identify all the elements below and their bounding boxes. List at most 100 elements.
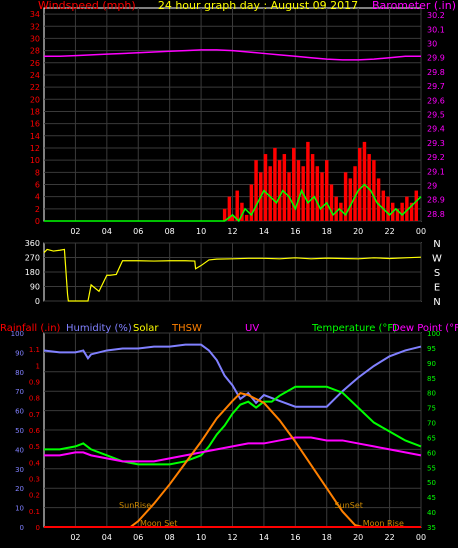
windspeed-bar (381, 190, 386, 221)
panel1-right-tick-labels: 28.8 28.9 29 29.1 29.2 29.3 29.4 29.5 29.6 29.7 29… (427, 11, 445, 219)
windspeed-bar (292, 147, 296, 221)
temperature-tick-40: 40 (427, 509, 436, 517)
direction-tick-0: 0 (35, 297, 40, 306)
windspeed-tick-26: 26 (30, 59, 40, 68)
humidity-tick-100: 100 (11, 330, 24, 338)
panel1-x-tick-14: 14 (259, 227, 269, 236)
humidity-tick-10: 10 (15, 505, 24, 513)
windspeed-tick-34: 34 (30, 10, 40, 19)
humidity-tick-20: 20 (15, 485, 24, 493)
rain-tick-0-6: 0.6 (29, 427, 41, 435)
barometer-tick-30-1: 30.1 (427, 25, 445, 34)
barometer-tick-29-3: 29.3 (427, 139, 445, 148)
compass-label-n: N (433, 297, 440, 308)
barometer-tick-30: 30 (427, 40, 437, 49)
panel3-x-tick-08: 08 (165, 533, 175, 542)
header-label-thsw: THSW (171, 323, 202, 334)
rain-tick-0-1: 0.1 (29, 508, 40, 516)
humidity-tick-40: 40 (15, 446, 24, 454)
windspeed-bar (343, 172, 348, 221)
windspeed-bar (414, 190, 419, 221)
panel3-x-tick-16: 16 (290, 533, 300, 542)
rain-tick-0: 0 (36, 524, 40, 532)
windspeed-tick-16: 16 (30, 120, 40, 129)
panel1-x-tick-16: 16 (290, 227, 300, 236)
barometer-tick-28-9: 28.9 (427, 196, 445, 205)
windspeed-axis-label: Windspeed (mph) (38, 0, 136, 12)
barometer-tick-28-8: 28.8 (427, 210, 445, 219)
windspeed-bar (400, 202, 404, 221)
windspeed-bar (405, 196, 409, 221)
panel3-x-tick-labels: 02 04 06 08 10 12 14 16 18 20 22 00 (70, 533, 426, 542)
humidity-line (43, 343, 422, 408)
rain-tick-0-7: 0.7 (29, 411, 40, 419)
header-label-temperature-f: Temperature (°F) (311, 323, 397, 334)
humidity-tick-60: 60 (15, 408, 24, 416)
annotation-sunset: SunSet (335, 501, 363, 510)
annotation-moon-set: Moon Set (140, 519, 177, 528)
windspeed-bar (339, 202, 343, 221)
annotation-moon-rise: Moon Rise (363, 519, 404, 528)
windspeed-tick-24: 24 (30, 71, 40, 80)
windspeed-bar (277, 160, 282, 221)
windspeed-bar (348, 178, 353, 221)
barometer-tick-30-2: 30.2 (427, 11, 445, 20)
windspeed-tick-22: 22 (30, 83, 40, 92)
windspeed-bar (376, 178, 381, 221)
temperature-tick-90: 90 (427, 360, 436, 368)
panel1-x-tick-labels: 02 04 06 08 10 12 14 16 18 20 22 00 (70, 227, 426, 236)
temp-humidity-panel: 02 04 06 08 10 12 14 16 18 20 22 00 00.10.20.30.40.… (0, 323, 458, 542)
windspeed-bar (353, 166, 357, 221)
windspeed-bar (249, 184, 254, 221)
panel3-x-tick-04: 04 (102, 533, 112, 542)
panel3-x-tick-20: 20 (353, 533, 363, 542)
windspeed-tick-10: 10 (30, 156, 40, 165)
panel1-series (44, 49, 422, 223)
barometer-tick-29: 29 (427, 182, 437, 191)
panel1-x-tick-10: 10 (196, 227, 206, 236)
windspeed-tick-0: 0 (35, 217, 40, 226)
windspeed-bar (320, 172, 324, 221)
windspeed-bar (334, 196, 338, 221)
panel3-grid (44, 332, 422, 528)
annotation-sunrise: SunRise (119, 501, 151, 510)
rain-tick-0-8: 0.8 (29, 395, 40, 403)
temperature-tick-100: 100 (427, 330, 440, 338)
barometer-tick-29-1: 29.1 (427, 167, 445, 176)
direction-tick-360: 360 (25, 239, 40, 248)
windspeed-bar (306, 141, 310, 221)
windspeed-tick-14: 14 (30, 132, 40, 141)
header-label-dew-point-f: Dew Point (°F) (392, 323, 458, 334)
windspeed-bar (325, 160, 329, 221)
windspeed-bar (230, 214, 235, 221)
compass-label-n: N (433, 239, 440, 250)
compass-label-s: S (434, 268, 440, 279)
windspeed-tick-28: 28 (30, 47, 40, 56)
panel3-x-tick-10: 10 (196, 533, 206, 542)
temperature-tick-60: 60 (427, 449, 436, 457)
humidity-tick-0: 0 (20, 524, 24, 532)
header-label-rainfall-in: Rainfall (.in) (0, 323, 61, 334)
solar-line (44, 392, 421, 528)
panel3-x-tick-00: 00 (416, 533, 426, 542)
humidity-tick-90: 90 (15, 349, 24, 357)
temperature-tick-85: 85 (427, 375, 436, 383)
direction-tick-180: 180 (25, 268, 40, 277)
temperature-tick-95: 95 (427, 345, 436, 353)
temperature-tick-70: 70 (427, 420, 436, 428)
rain-tick-1-1: 1.1 (29, 346, 40, 354)
wind-direction-line (43, 248, 422, 302)
windspeed-bar (222, 208, 227, 221)
direction-tick-90: 90 (30, 283, 40, 292)
windspeed-tick-12: 12 (30, 144, 40, 153)
rain-tick-1: 1 (36, 362, 40, 370)
barometer-tick-29-8: 29.8 (427, 68, 445, 77)
panel3-header-labels: Rainfall (.in) Humidity (%) Solar THSW UV Tem… (0, 323, 458, 334)
temperature-tick-80: 80 (427, 390, 436, 398)
panel3-rain-tick-labels: 0 0.1 0.2 0.3 0.4 0.5 0.6 0.7 0.8 0.9 1 1.1 (29, 346, 41, 532)
windspeed-bar (254, 160, 258, 221)
